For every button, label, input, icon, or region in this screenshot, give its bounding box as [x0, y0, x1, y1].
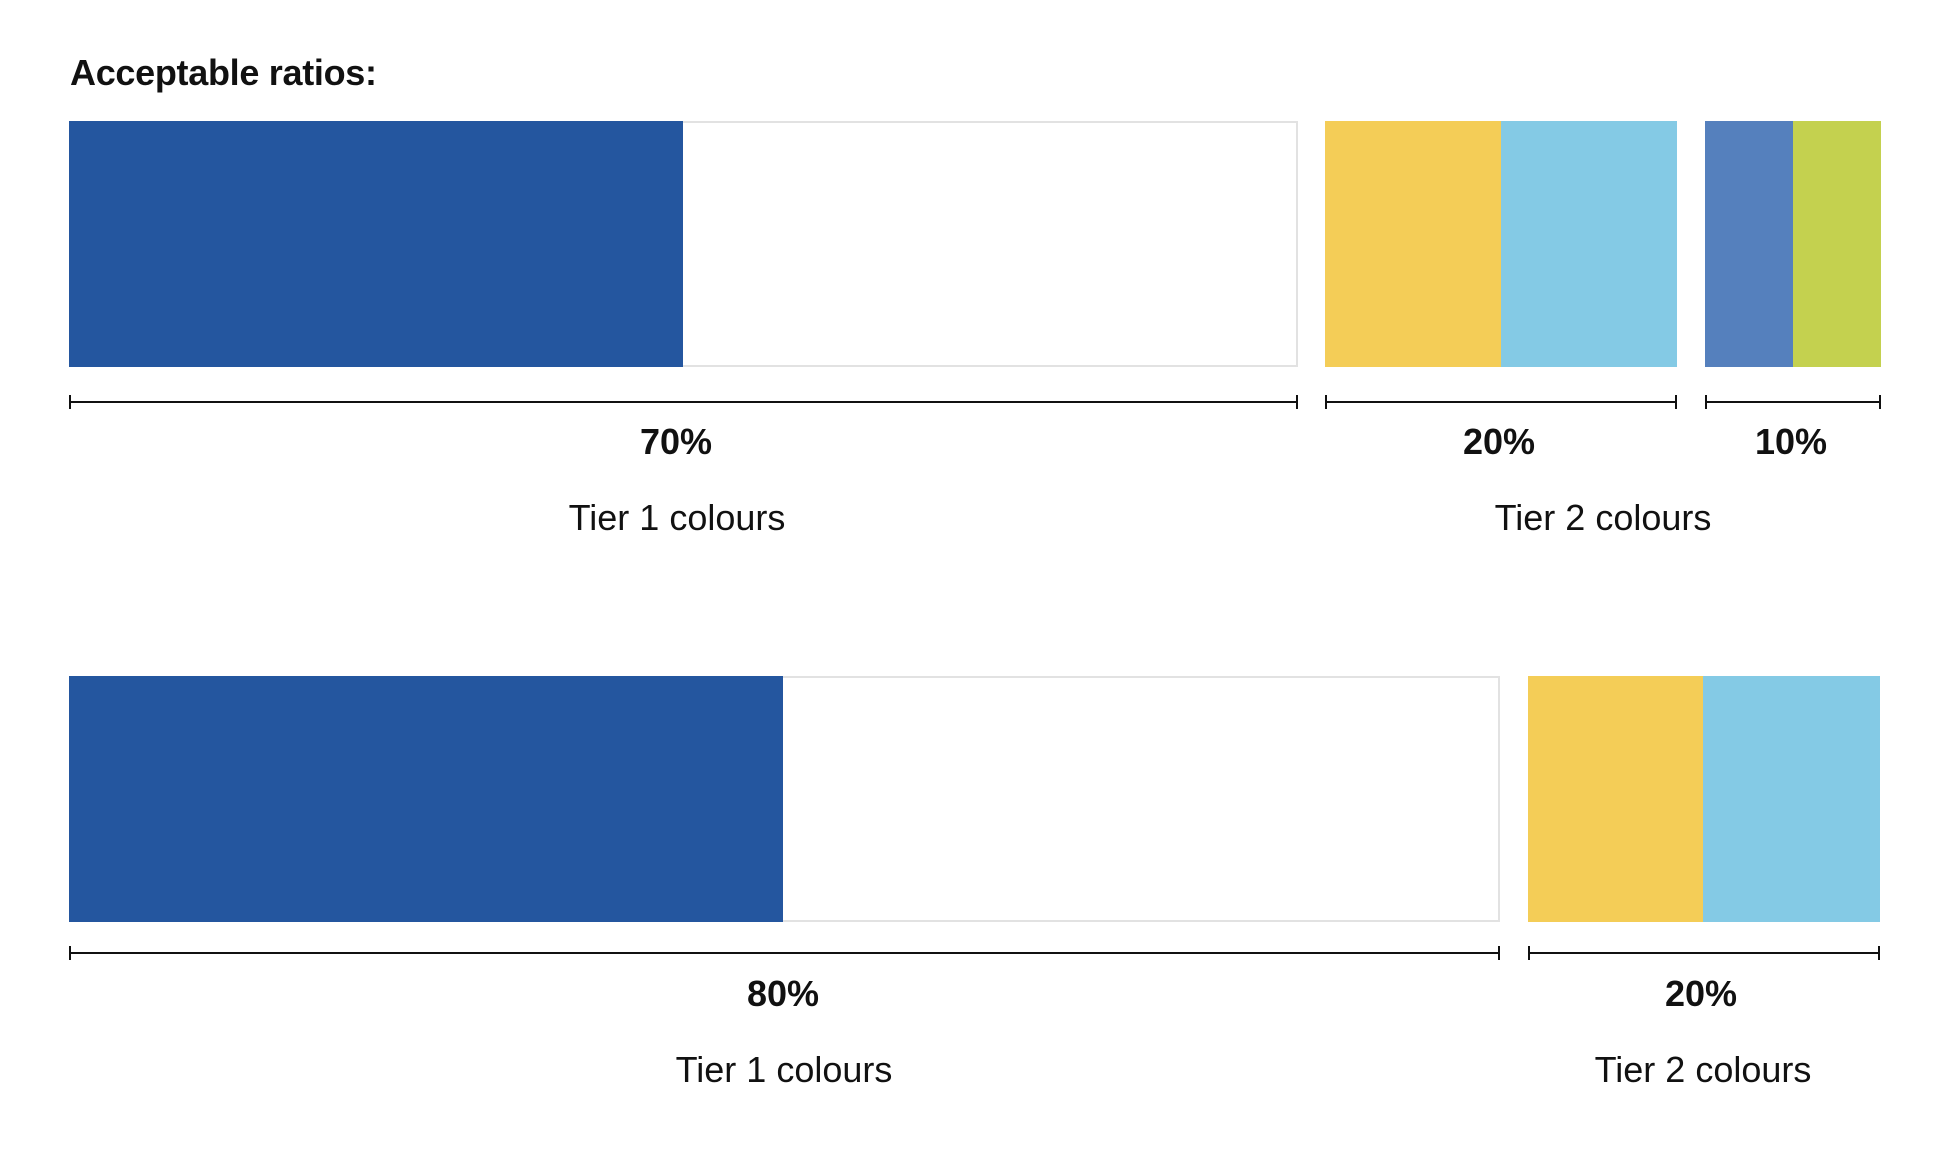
tier1-blue-block: [69, 121, 684, 367]
percent-label-70: 70%: [639, 421, 713, 462]
tier2-label: Tier 2 colours: [1594, 1049, 1812, 1090]
bracket-20: [1325, 395, 1677, 409]
tier1-white-block: [783, 676, 1500, 922]
accent-blue-block: [1705, 121, 1794, 367]
tier2-yellow-block: [1528, 676, 1704, 922]
percent-label-10: 10%: [1754, 421, 1828, 462]
tier1-label: Tier 1 colours: [568, 497, 786, 538]
tier1-white-block: [683, 121, 1298, 367]
bracket-80: [69, 946, 1500, 960]
tier2-skyblue-block: [1501, 121, 1677, 367]
accent-lime-block: [1793, 121, 1881, 367]
tier2-skyblue-block: [1703, 676, 1880, 922]
percent-label-20: 20%: [1462, 421, 1536, 462]
bracket-20: [1528, 946, 1880, 960]
tier1-label: Tier 1 colours: [675, 1049, 893, 1090]
bracket-10: [1705, 395, 1881, 409]
tier1-blue-block: [69, 676, 784, 922]
percent-label-80: 80%: [746, 973, 820, 1014]
tier2-label: Tier 2 colours: [1494, 497, 1712, 538]
tier2-yellow-block: [1325, 121, 1502, 367]
bracket-70: [69, 395, 1298, 409]
percent-label-20: 20%: [1664, 973, 1738, 1014]
page-title: Acceptable ratios:: [70, 52, 377, 93]
